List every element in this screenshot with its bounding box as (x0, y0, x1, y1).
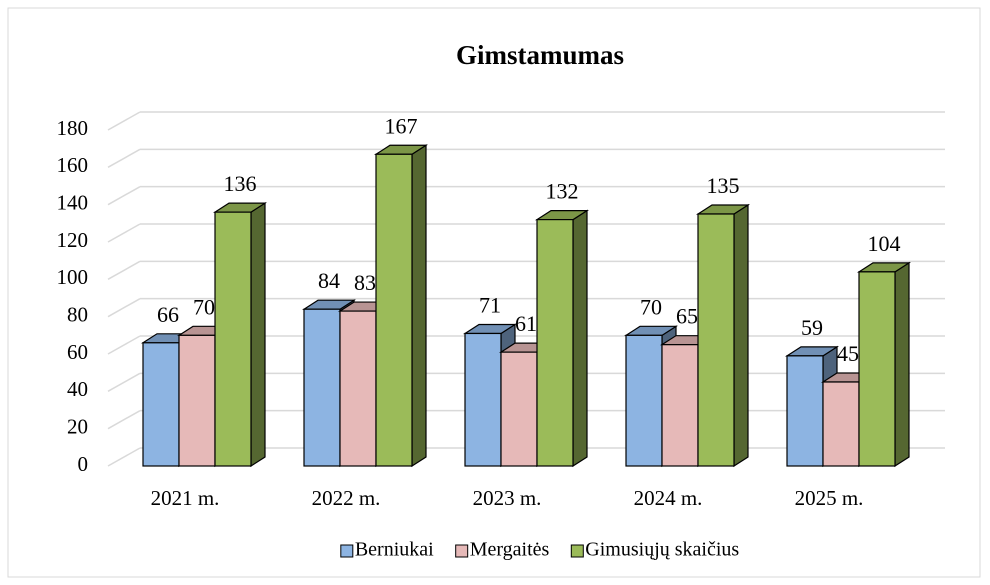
bar (661, 344, 699, 467)
y-tick-label: 120 (57, 228, 89, 252)
data-label: 66 (157, 302, 179, 327)
chart-title: Gimstamumas (456, 40, 624, 70)
data-label: 132 (546, 179, 579, 204)
grid-floor-line (107, 111, 141, 131)
data-label: 135 (707, 173, 740, 198)
y-tick-label: 180 (57, 116, 89, 140)
y-tick-label: 20 (67, 414, 88, 438)
bar-side (733, 203, 749, 468)
data-label: 71 (479, 293, 501, 318)
legend-swatch (455, 544, 469, 558)
y-tick-label: 80 (67, 302, 88, 326)
x-tick-label: 2023 m. (473, 486, 542, 510)
bar (697, 213, 735, 467)
grid-floor-line (107, 335, 141, 355)
grid-floor-line (107, 372, 141, 392)
y-tick-label: 0 (78, 452, 89, 476)
bar (339, 310, 377, 467)
data-label: 59 (801, 315, 823, 340)
bar-side (894, 261, 910, 468)
legend-label: Berniukai (355, 539, 434, 561)
y-tick-label: 40 (67, 377, 88, 401)
chart-frame (7, 7, 981, 578)
bar (822, 381, 860, 467)
grid-floor-line (107, 410, 141, 430)
data-label: 84 (318, 268, 340, 293)
legend-swatch (570, 544, 584, 558)
bar (786, 355, 824, 467)
x-tick-label: 2021 m. (151, 486, 220, 510)
bar (375, 153, 413, 467)
data-label: 70 (640, 294, 662, 319)
legend-label: Mergaitės (470, 539, 550, 561)
grid-floor-line (107, 447, 141, 467)
grid-floor-line (107, 186, 141, 206)
y-tick-label: 160 (57, 153, 89, 177)
bar-side (250, 202, 266, 468)
bar (858, 271, 896, 467)
data-label: 45 (837, 341, 859, 366)
bar-side (572, 209, 588, 468)
legend: Berniukai Mergaitės Gimusiųjų skaičius (340, 539, 739, 561)
bar (464, 332, 502, 467)
data-label: 70 (193, 294, 215, 319)
data-label: 167 (385, 113, 418, 138)
grid-floor-line (107, 298, 141, 318)
grid-floor-line (107, 223, 141, 243)
grid-floor-line (107, 260, 141, 280)
bar (142, 342, 180, 467)
bar (536, 219, 574, 467)
data-label: 65 (676, 304, 698, 329)
bar-side (411, 144, 427, 468)
data-label: 61 (515, 311, 537, 336)
x-tick-label: 2024 m. (634, 486, 703, 510)
bar (303, 308, 341, 467)
legend-label: Gimusiųjų skaičius (585, 539, 739, 561)
data-label: 136 (224, 171, 257, 196)
grid-floor-line (107, 148, 141, 168)
x-tick-label: 2025 m. (795, 486, 864, 510)
y-tick-label: 140 (57, 190, 89, 214)
bar (500, 351, 538, 467)
x-tick-label: 2022 m. (312, 486, 381, 510)
legend-swatch (340, 544, 354, 558)
y-tick-label: 100 (57, 265, 89, 289)
bar (625, 334, 663, 467)
bar (214, 211, 252, 467)
y-tick-label: 60 (67, 340, 88, 364)
bar (178, 334, 216, 467)
data-label: 83 (354, 270, 376, 295)
data-label: 104 (868, 231, 901, 256)
